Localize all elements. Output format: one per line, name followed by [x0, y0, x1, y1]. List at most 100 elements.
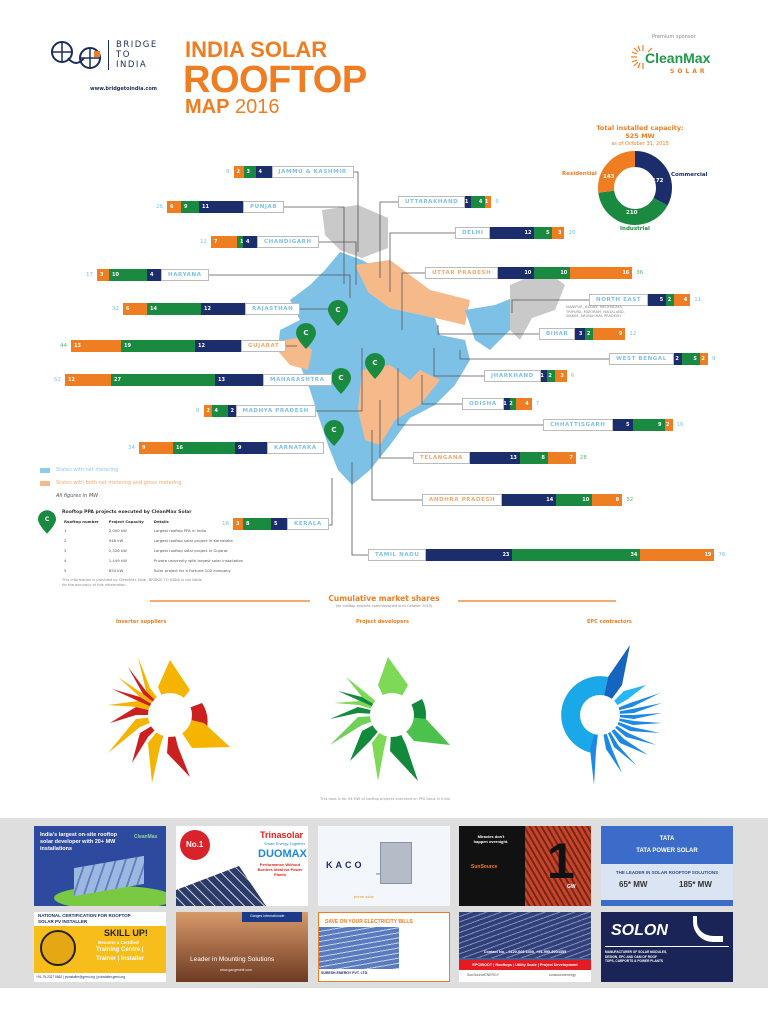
cell: 1 — [64, 528, 67, 533]
inverter-suppliers-fan-chart — [108, 657, 230, 783]
state-label: ODISHA — [462, 398, 504, 410]
state-bar-maharashtra[interactable]: 52 12 27 13 MAHARASHTRA — [50, 374, 332, 386]
title-line-3: MAP 2016 — [185, 96, 280, 118]
state-bar-delhi[interactable]: DELHI 12 5 3 20 — [455, 227, 579, 239]
segment-industrial: 10 — [109, 269, 147, 281]
logo-divider — [108, 40, 109, 70]
sponsor-name: CleanMax — [645, 50, 711, 66]
state-bar-west-bengal[interactable]: WEST BENGAL 2 5 2 9 — [609, 353, 719, 365]
cleanmax-pin-3[interactable]: C — [296, 323, 316, 349]
state-bar-chandigarh[interactable]: 12 7 1 4 CHANDIGARH — [196, 236, 319, 248]
state-bar-kerala[interactable]: 16 3 8 5 KERALA — [218, 518, 329, 530]
ad-solon[interactable]: SOLON MANUFACTURER OF SOLAR MODULES, DES… — [601, 912, 733, 982]
pin-legend-header: Rooftop number Project Capacity Details — [64, 519, 251, 526]
cleanmax-pin-1[interactable]: C — [331, 368, 351, 394]
segment-residential: 6 — [123, 303, 147, 315]
cell: 2,000 kW — [108, 528, 127, 533]
segment-residential: 3 — [552, 227, 565, 239]
ad-tata-tagline: THE LEADER IN SOLAR ROOFTOP SOLUTIONS — [615, 870, 719, 875]
state-bar-madhya-pradesh[interactable]: 8 2 4 2 MADHYA PRADESH — [192, 405, 316, 417]
ad-sunsource-contact[interactable]: Contact No. - 0120-608 6400, +91-995-800… — [459, 912, 591, 982]
state-bar-chhattisgarh[interactable]: CHHATTISGARH 5 9 2 16 — [543, 419, 688, 431]
state-bar-jharkhand[interactable]: JHARKHAND 1 2 3 6 — [484, 370, 578, 382]
project-developers-heading: Project developers — [356, 619, 409, 625]
state-bar-punjab[interactable]: 26 6 9 11 PUNJAB — [152, 201, 285, 213]
segment-commercial: 9 — [235, 442, 267, 454]
capacity-date: as of October 31, 2015 — [611, 141, 669, 147]
ad-sunsource-pattern — [525, 826, 591, 906]
ad-suresh-energy[interactable]: SAVE ON YOUR ELECTRICITY BILLS SURESH EN… — [318, 912, 450, 982]
map-pin-icon: C — [331, 368, 351, 394]
ad-gerni-skill-up[interactable]: NATIONAL CERTIFICATION FOR ROOFTOP SOLAR… — [34, 912, 166, 982]
svg-text:C: C — [303, 329, 308, 337]
section-rule-left — [150, 600, 310, 602]
state-total: 6 — [570, 373, 575, 379]
cleanmax-pin-4[interactable]: C — [328, 300, 348, 326]
state-total: 52 — [54, 377, 61, 383]
state-bar-odisha[interactable]: ODISHA 1 2 4 7 — [462, 398, 543, 410]
state-label: WEST BENGAL — [609, 353, 674, 365]
legend-net-metering: States with net metering — [40, 467, 181, 473]
legend-both-label: States with both net metering and gross … — [56, 480, 182, 486]
legend-swatch-orange — [40, 480, 50, 486]
state-total: 12 — [200, 239, 207, 245]
epc-contractors-fan-chart — [561, 645, 662, 785]
state-bar-uttarakhand[interactable]: UTTARAKHAND 1 4 1 6 — [398, 196, 503, 208]
bridge-to-india-logo-text: BRIDGE TO INDIA — [116, 40, 158, 70]
ad-kaco[interactable]: KACO new energy prime solar — [318, 826, 450, 906]
ad-trina-brand: Trinasolar — [260, 830, 304, 840]
title-line-1: INDIA SOLAR — [185, 37, 328, 62]
ad-gerni-sub3: Trainer | Installer — [96, 956, 145, 962]
segment-commercial: 5 — [271, 518, 287, 530]
state-label: KARNATAKA — [267, 442, 324, 454]
state-bar-uttar-pradesh[interactable]: UTTAR PRADESH 10 10 16 36 — [425, 267, 647, 279]
website-link[interactable]: www.bridgetoindia.com — [90, 86, 158, 92]
segment-commercial: 13 — [469, 452, 520, 464]
market-shares-subtitle: (for rooftop projects commissioned until… — [335, 604, 433, 608]
segment-industrial: 8 — [519, 452, 548, 464]
logo-line-2: TO — [116, 50, 131, 60]
ad-sunsource-headline: Miracles don't happen overnight. — [473, 834, 509, 844]
state-label: RAJASTHAN — [245, 303, 301, 315]
segment-residential: 3 — [554, 370, 567, 382]
state-bar-karnataka[interactable]: 34 9 16 9 KARNATAKA — [124, 442, 324, 454]
state-label: CHHATTISGARH — [543, 419, 613, 431]
ad-sunsource-social-bar — [459, 970, 591, 982]
cell: Largest rooftop solar project in Karnata… — [153, 538, 233, 543]
segment-commercial: 4 — [243, 236, 257, 248]
svg-text:C: C — [45, 516, 50, 523]
ad-tata-name: TATA POWER SOLAR — [636, 848, 698, 854]
ad-sunsource-1gw[interactable]: Miracles don't happen overnight. SunSour… — [459, 826, 591, 906]
state-bar-gujarat[interactable]: 44 13 19 12 GUJARAT — [56, 340, 287, 352]
state-bar-jammu-kashmir[interactable]: 9 2 3 4 JAMMU & KASHMIR — [222, 166, 354, 178]
segment-commercial: 12 — [490, 227, 535, 239]
svg-text:C: C — [338, 374, 343, 382]
state-total: 6 — [495, 199, 499, 205]
state-bar-tamil-nadu[interactable]: TAMIL NADU 23 34 19 76 — [368, 549, 729, 561]
state-bar-haryana[interactable]: 17 3 10 4 HARYANA — [82, 269, 209, 281]
segment-commercial: 10 — [498, 267, 535, 279]
state-label: CHANDIGARH — [257, 236, 319, 248]
ad-tata-footer — [601, 900, 733, 906]
state-total: 32 — [626, 497, 634, 503]
ad-ganges-url: www.gangesintl.com — [220, 968, 252, 972]
state-bar-rajasthan[interactable]: 32 6 14 12 RAJASTHAN — [108, 303, 301, 315]
segment-residential: 2 — [664, 419, 673, 431]
cleanmax-pin-5[interactable]: C — [365, 353, 385, 379]
ad-cleanmax[interactable]: India's largest on-site rooftop solar de… — [34, 826, 166, 906]
cleanmax-pin-2[interactable]: C — [324, 420, 344, 446]
state-bar-andhra-pradesh[interactable]: ANDHRA PRADESH 14 10 8 32 — [422, 494, 637, 506]
ad-ganges-brand: Ganges Internationale — [250, 914, 285, 918]
segment-industrial: 2 — [585, 328, 594, 340]
state-bar-telangana[interactable]: TELANGANA 13 8 7 28 — [413, 452, 591, 464]
state-total: 44 — [60, 343, 67, 349]
ad-trinasolar[interactable]: No.1 Trinasolar Smart Energy Together DU… — [176, 826, 308, 906]
state-bar-north-east[interactable]: NORTH EAST 5 2 4 11 — [589, 294, 705, 306]
cleanmax-sun-icon — [631, 45, 653, 69]
svg-text:C: C — [372, 359, 377, 367]
ad-tata-power-solar[interactable]: TATA TATA POWER SOLAR THE LEADER IN SOLA… — [601, 826, 733, 906]
state-bar-bihar[interactable]: BIHAR 3 2 9 12 — [539, 328, 640, 340]
ad-ganges[interactable]: Ganges Internationale Leader in Mounting… — [176, 912, 308, 982]
segment-commercial: 2 — [673, 353, 682, 365]
svg-text:C: C — [335, 306, 340, 314]
